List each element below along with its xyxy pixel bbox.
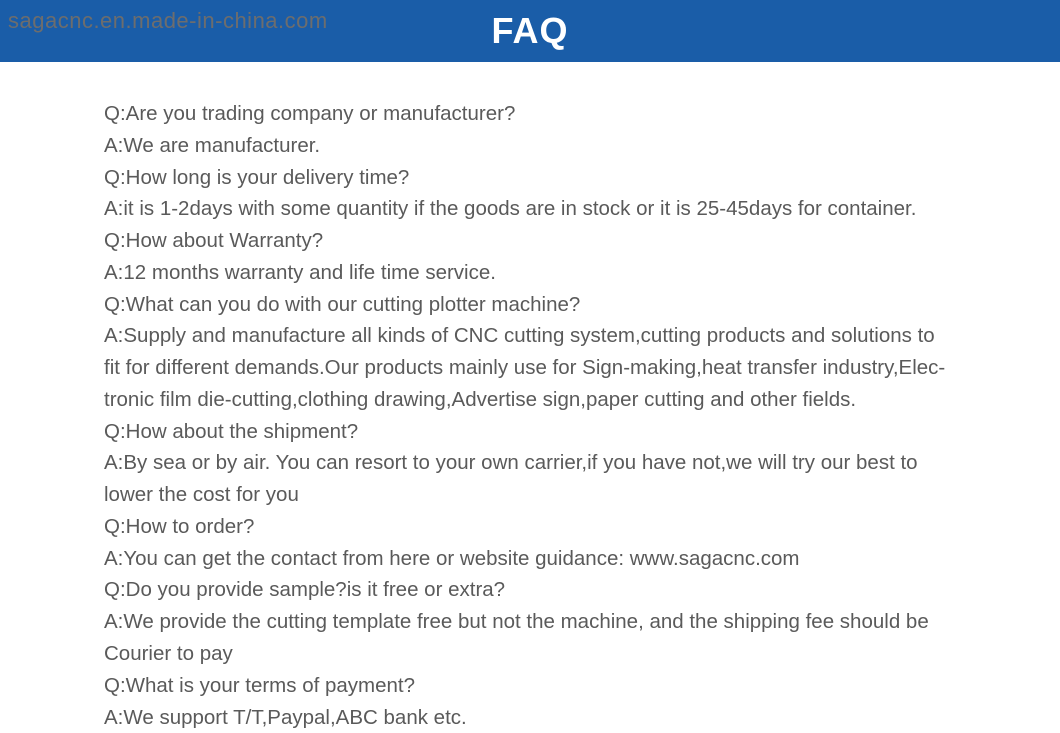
faq-line: Q:How about the shipment?	[104, 416, 1000, 448]
faq-line: Q:Are you trading company or manufacture…	[104, 98, 1000, 130]
faq-line: A:We support T/T,Paypal,ABC bank etc.	[104, 702, 1000, 733]
faq-line: Q:How about Warranty?	[104, 225, 1000, 257]
faq-line: A:12 months warranty and life time servi…	[104, 257, 1000, 289]
faq-line: Courier to pay	[104, 638, 1000, 670]
faq-line: Q:What is your terms of payment?	[104, 670, 1000, 702]
faq-line: Q:Do you provide sample?is it free or ex…	[104, 574, 1000, 606]
watermark-text: sagacnc.en.made-in-china.com	[8, 8, 328, 34]
faq-line: Q:What can you do with our cutting plott…	[104, 289, 1000, 321]
faq-line: tronic film die-cutting,clothing drawing…	[104, 384, 1000, 416]
faq-line: A:it is 1-2days with some quantity if th…	[104, 193, 1000, 225]
faq-line: A:We are manufacturer.	[104, 130, 1000, 162]
faq-line: Q:How long is your delivery time?	[104, 162, 1000, 194]
faq-line: lower the cost for you	[104, 479, 1000, 511]
faq-line: A:You can get the contact from here or w…	[104, 543, 1000, 575]
faq-line: A:We provide the cutting template free b…	[104, 606, 1000, 638]
faq-line: A:By sea or by air. You can resort to yo…	[104, 447, 1000, 479]
faq-header: sagacnc.en.made-in-china.com FAQ	[0, 0, 1060, 62]
faq-content: Q:Are you trading company or manufacture…	[0, 62, 1060, 733]
faq-line: A:Supply and manufacture all kinds of CN…	[104, 320, 1000, 352]
faq-line: fit for different demands.Our products m…	[104, 352, 1000, 384]
faq-line: Q:How to order?	[104, 511, 1000, 543]
